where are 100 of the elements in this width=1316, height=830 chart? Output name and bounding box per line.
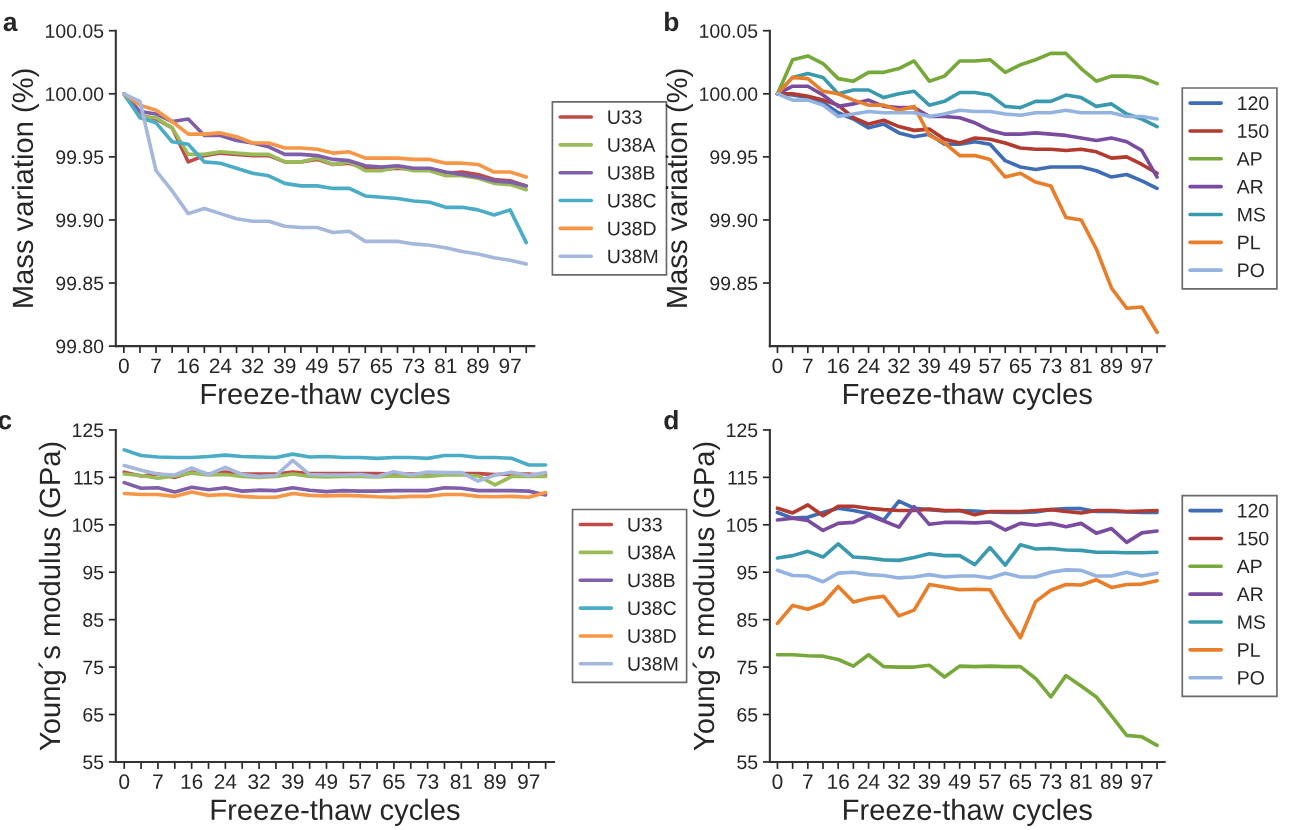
- legend-label: PL: [1238, 643, 1260, 657]
- x-tick-label: 16: [828, 358, 849, 374]
- x-tick-label: 39: [274, 358, 296, 374]
- x-tick-label: 97: [1131, 774, 1153, 790]
- legend-label: AP: [1236, 559, 1262, 574]
- x-tick-label: 73: [1040, 774, 1062, 790]
- legend-label: 120: [1238, 503, 1269, 518]
- x-tick-label: 0: [772, 774, 783, 790]
- x-tick-label: 57: [338, 358, 360, 374]
- x-tick-label: 81: [1070, 774, 1092, 790]
- legend-label: PL: [1238, 235, 1260, 250]
- line-series: [775, 504, 1159, 545]
- y-tick-label: 99.80: [56, 339, 104, 354]
- x-tick-label: 89: [484, 774, 506, 790]
- x-tick-label: 97: [1131, 358, 1153, 374]
- y-tick-label: 99.85: [710, 276, 758, 291]
- x-tick-label: 32: [248, 774, 270, 790]
- legend-label: U38A: [608, 138, 656, 152]
- x-tick-label: 89: [467, 358, 489, 374]
- x-tick-label: 49: [948, 774, 971, 790]
- x-tick-label: 24: [858, 774, 880, 789]
- y-tick-label: 125: [73, 423, 104, 438]
- x-tick-label: 89: [1100, 774, 1123, 790]
- y-axis-title: Young´s modulus (GPa): [38, 442, 67, 751]
- legend-label: AR: [1236, 587, 1263, 601]
- y-tick-label: 99.85: [56, 276, 104, 291]
- x-tick-label: 57: [979, 774, 1001, 790]
- line-series: [122, 458, 548, 483]
- x-tick-label: 7: [803, 358, 813, 374]
- legend-label: U38B: [628, 573, 675, 588]
- x-tick-label: 65: [383, 774, 405, 790]
- x-tick-label: 24: [214, 774, 237, 789]
- x-tick-label: 7: [153, 774, 163, 789]
- x-tick-label: 57: [979, 358, 1001, 374]
- x-tick-label: 39: [918, 358, 940, 374]
- y-tick-label: 105: [73, 518, 104, 533]
- y-tick-label: 95: [737, 565, 758, 580]
- legend-label: 150: [1238, 531, 1269, 546]
- legend-label: PO: [1238, 670, 1264, 685]
- line-series: [775, 75, 1159, 335]
- y-tick-label: 125: [727, 423, 758, 438]
- chart-title: d: [664, 410, 678, 430]
- y-tick-label: 100.05: [700, 24, 758, 38]
- x-tick-label: 16: [178, 358, 199, 374]
- legend-label: MS: [1238, 207, 1265, 222]
- x-tick-label: 57: [349, 774, 371, 790]
- x-tick-label: 32: [241, 358, 264, 374]
- legend-label: U38M: [628, 657, 678, 671]
- x-tick-label: 73: [417, 774, 439, 790]
- x-tick-label: 24: [858, 358, 880, 374]
- y-tick-label: 115: [74, 471, 104, 485]
- y-tick-label: 100.00: [46, 87, 104, 102]
- legend-label: MS: [1238, 615, 1265, 630]
- line-series: [775, 91, 1159, 121]
- x-tick-label: 49: [315, 774, 338, 790]
- line-series: [775, 578, 1159, 640]
- line-series: [775, 568, 1159, 584]
- legend-label: 120: [1238, 96, 1269, 111]
- x-tick-label: 16: [828, 774, 849, 790]
- x-tick-label: 81: [435, 358, 457, 374]
- legend-label: U33: [628, 517, 662, 532]
- y-tick-label: 55: [83, 755, 104, 770]
- x-tick-label: 65: [370, 358, 393, 374]
- y-tick-label: 75: [737, 660, 758, 675]
- x-tick-label: 39: [918, 774, 940, 790]
- x-tick-label: 0: [772, 358, 783, 374]
- y-tick-label: 99.95: [710, 150, 758, 165]
- y-tick-label: 99.90: [710, 213, 758, 228]
- x-tick-label: 73: [1040, 358, 1062, 374]
- y-tick-label: 95: [83, 565, 104, 580]
- x-axis-title: Freeze-thaw cycles: [844, 382, 1092, 411]
- y-tick-label: 100.05: [46, 24, 104, 38]
- legend-label: AR: [1236, 180, 1263, 194]
- x-tick-label: 65: [1009, 774, 1032, 790]
- x-tick-label: 73: [403, 358, 425, 374]
- legend-label: PO: [1238, 263, 1264, 278]
- x-tick-label: 7: [803, 774, 813, 789]
- line-series: [775, 652, 1159, 748]
- x-axis-title: Freeze-thaw cycles: [844, 798, 1092, 826]
- line-series: [775, 541, 1159, 567]
- y-tick-label: 55: [737, 755, 758, 770]
- legend-label: U38C: [628, 601, 676, 616]
- chart-title: a: [3, 16, 18, 32]
- y-tick-label: 100.00: [700, 87, 758, 102]
- y-tick-label: 85: [83, 613, 104, 627]
- x-tick-label: 97: [518, 774, 540, 790]
- y-axis-title: Mass variation (%): [665, 69, 694, 307]
- x-tick-label: 32: [888, 774, 910, 790]
- legend-label: U38C: [608, 193, 656, 208]
- legend-label: U38D: [608, 221, 656, 236]
- x-tick-label: 81: [1070, 358, 1092, 374]
- x-axis-title: Freeze-thaw cycles: [211, 798, 460, 826]
- y-tick-label: 105: [727, 518, 758, 533]
- legend-label: U33: [608, 110, 642, 125]
- y-tick-label: 85: [737, 613, 758, 627]
- line-series: [122, 480, 548, 497]
- x-tick-label: 24: [209, 358, 232, 374]
- x-tick-label: 49: [948, 358, 971, 374]
- legend-label: U38B: [608, 165, 655, 180]
- x-tick-label: 39: [281, 774, 304, 790]
